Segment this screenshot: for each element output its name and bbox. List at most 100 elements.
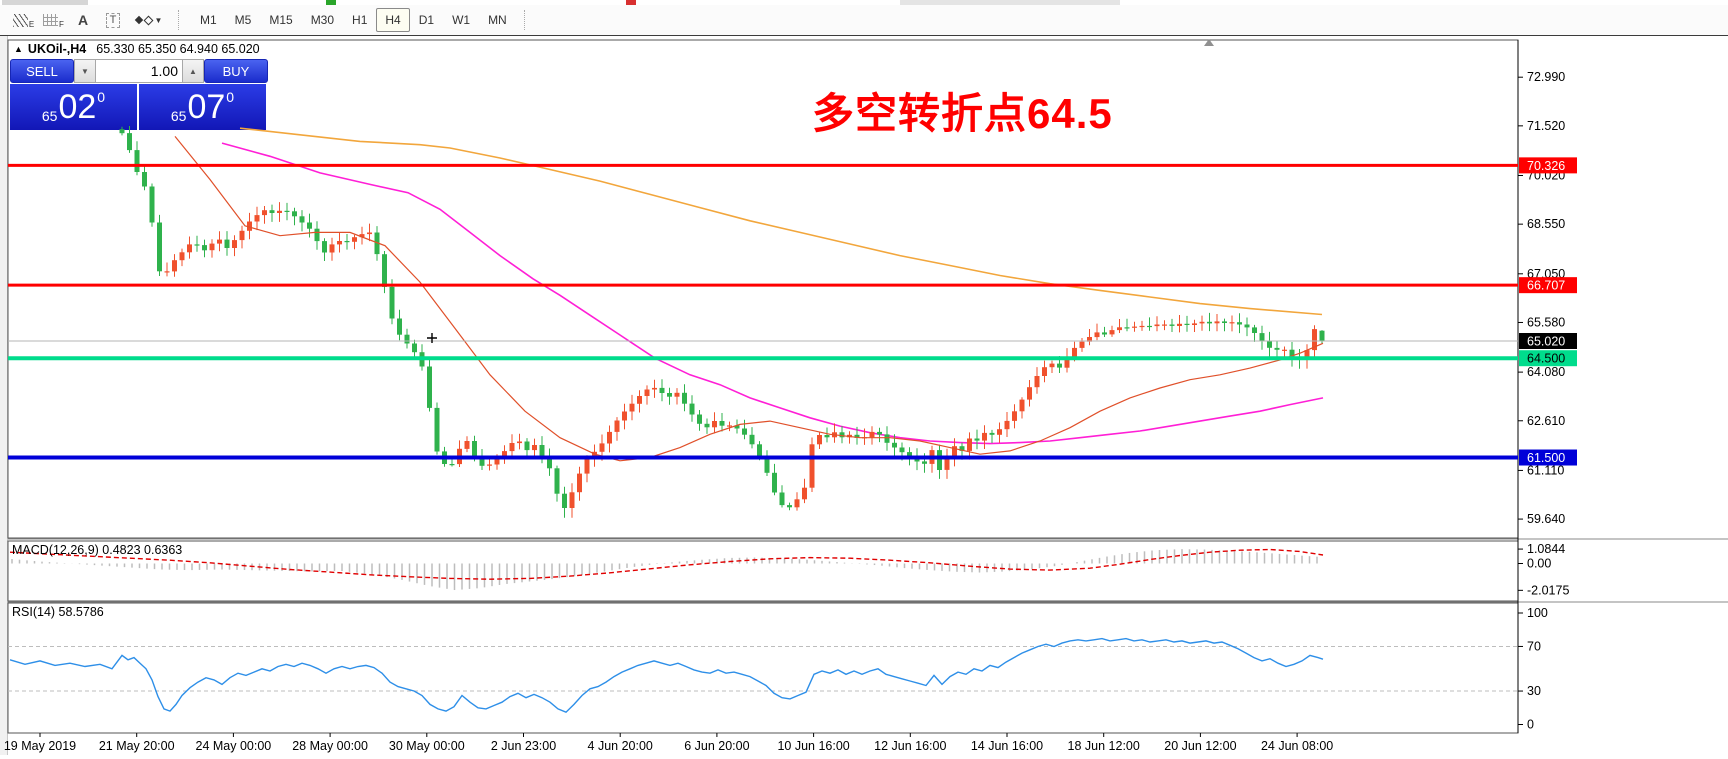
timeframe-button-d1[interactable]: D1: [418, 13, 435, 27]
date-tick-label: 10 Jun 16:00: [777, 739, 849, 753]
chart-canvas[interactable]: 72.99071.52070.02068.55067.05065.58064.0…: [0, 36, 1728, 757]
buy-button[interactable]: BUY: [204, 59, 268, 83]
date-tick-label: 28 May 00:00: [292, 739, 368, 753]
price-pane-frame: [7, 39, 1519, 539]
volume-input[interactable]: [96, 59, 182, 83]
hline-label-bg: [1519, 350, 1577, 367]
price-tick-label: 68.550: [1527, 217, 1565, 231]
rsi-tick-label: 0: [1527, 718, 1534, 732]
hline-label-bg: [1519, 333, 1577, 349]
top-sliver-green-fragment: [326, 0, 336, 5]
macd-tick-label: -2.0175: [1527, 583, 1569, 597]
price-tick-label: 71.520: [1527, 119, 1565, 133]
hline-label: 66.707: [1527, 279, 1565, 293]
hatch-glyph: [12, 13, 28, 27]
timeframe-button-w1[interactable]: W1: [452, 13, 471, 27]
date-tick-label: 12 Jun 16:00: [874, 739, 946, 753]
macd-tick-label: 1.0844: [1527, 542, 1565, 556]
symbol-label: UKOil-,H4: [27, 42, 87, 56]
toolbar-separator: [178, 10, 187, 30]
date-tick-label: 4 Jun 20:00: [588, 739, 653, 753]
top-sliver-fragment: [2, 0, 88, 5]
timeframe-button-mn[interactable]: MN: [488, 13, 507, 27]
price-tick-label: 59.640: [1527, 512, 1565, 526]
macd-signal-line: [9, 548, 1324, 580]
hline-label: 65.020: [1527, 335, 1565, 349]
sell-button[interactable]: SELL: [10, 59, 74, 83]
date-tick-label: 20 Jun 12:00: [1164, 739, 1236, 753]
chevron-down-icon: ▼: [154, 15, 163, 25]
letter-t-glyph: T: [105, 12, 121, 28]
hline-label-bg: [1519, 449, 1577, 466]
buy-price-integer: 65: [170, 108, 187, 124]
timeframe-button-m30[interactable]: M30: [310, 13, 335, 27]
rsi-tick-label: 30: [1527, 684, 1541, 698]
price-tick-label: 62.610: [1527, 414, 1565, 428]
hline-label-bg: [1519, 277, 1577, 294]
date-tick-label: 24 Jun 08:00: [1261, 739, 1333, 753]
ohlc-values: 65.330 65.350 64.940 65.020: [96, 42, 260, 56]
icon-subscript: F: [59, 19, 64, 29]
diamond-outline-glyph: [143, 15, 153, 25]
date-tick-label: 30 May 00:00: [389, 739, 465, 753]
chart-shift-marker: [1204, 39, 1214, 46]
ma-fast-line: [174, 136, 1324, 462]
toolbar: E F A T ▼ M1 M5 M15 M30 H1 H4 D1 W1 MN: [0, 5, 1728, 36]
timeframe-button-m15[interactable]: M15: [269, 13, 293, 27]
buy-price-point: 0: [226, 89, 235, 105]
timeframe-button-m1[interactable]: M1: [200, 13, 217, 27]
letter-a-glyph: A: [77, 12, 89, 28]
hline-label: 61.500: [1527, 451, 1565, 465]
grid-icon[interactable]: F: [38, 8, 68, 32]
price-tick-label: 61.110: [1527, 463, 1564, 477]
timeframe-button-m5[interactable]: M5: [234, 13, 252, 27]
collapse-arrow-icon[interactable]: ▲: [14, 44, 23, 54]
icon-subscript: E: [28, 19, 35, 29]
volume-down-button[interactable]: ▼: [74, 59, 96, 83]
candles-group: [119, 126, 1325, 518]
date-tick-label: 6 Jun 20:00: [684, 739, 749, 753]
rsi-label: RSI(14) 58.5786: [12, 605, 104, 619]
date-tick-label: 21 May 20:00: [99, 739, 175, 753]
hline-label: 64.500: [1527, 352, 1565, 366]
sell-price-pips: 02: [58, 88, 97, 126]
diamond-glyph: [134, 15, 143, 25]
date-tick-label: 2 Jun 23:00: [491, 739, 556, 753]
top-sliver-fragment2: [900, 0, 1120, 5]
macd-label: MACD(12,26,9) 0.4823 0.6363: [12, 543, 182, 557]
macd-tick-label: 0.00: [1527, 557, 1551, 571]
objects-icon[interactable]: ▼: [128, 8, 170, 32]
date-tick-label: 18 Jun 12:00: [1068, 739, 1140, 753]
price-tick-label: 64.080: [1527, 365, 1565, 379]
rsi-line: [9, 637, 1324, 714]
timeframe-button-h4[interactable]: H4: [376, 8, 410, 32]
grid-glyph: [43, 14, 59, 26]
volume-up-button[interactable]: ▲: [182, 59, 204, 83]
hline-label: 70.326: [1527, 159, 1565, 173]
timeframe-group: M1 M5 M15 M30 H1 H4 D1 W1 MN: [191, 8, 516, 32]
chart-window: ▲ UKOil-,H4 65.330 65.350 64.940 65.020 SE…: [0, 36, 1728, 757]
new-order-icon[interactable]: E: [8, 8, 38, 32]
price-tick-label: 65.580: [1527, 315, 1565, 329]
chart-title: ▲ UKOil-,H4 65.330 65.350 64.940 65.020: [14, 42, 260, 56]
text-box-icon[interactable]: T: [98, 8, 128, 32]
ma-slow-line: [239, 127, 1323, 316]
rsi-pane-frame: [7, 602, 1519, 734]
buy-price-button[interactable]: 65 07 0: [139, 84, 266, 130]
one-click-trading-panel: SELL ▼ ▲ BUY 65 02 0 65 07 0: [10, 59, 268, 130]
rsi-tick-label: 100: [1527, 606, 1548, 620]
timeframe-button-h1[interactable]: H1: [352, 13, 368, 27]
cross-marker: [427, 333, 437, 343]
rsi-tick-label: 70: [1527, 639, 1541, 653]
date-tick-label: 24 May 00:00: [196, 739, 272, 753]
sell-price-integer: 65: [41, 108, 58, 124]
sell-price-button[interactable]: 65 02 0: [10, 84, 137, 130]
macd-pane-frame: [7, 540, 1519, 602]
sell-price-point: 0: [97, 89, 106, 105]
date-tick-label: 19 May 2019: [4, 739, 76, 753]
ma-mid-line: [221, 142, 1324, 445]
text-label-icon[interactable]: A: [68, 8, 98, 32]
top-sliver-red-fragment: [626, 0, 636, 5]
date-tick-label: 14 Jun 16:00: [971, 739, 1043, 753]
